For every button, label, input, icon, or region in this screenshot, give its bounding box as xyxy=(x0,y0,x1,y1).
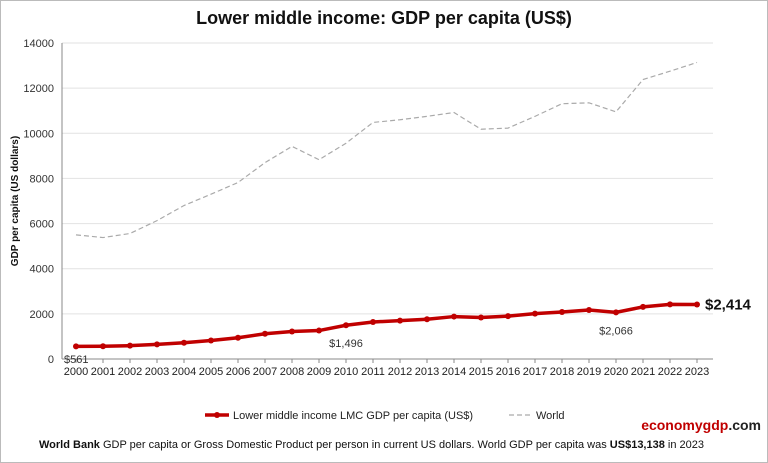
data-point-lmc xyxy=(289,328,295,335)
data-point-lmc xyxy=(559,309,565,316)
data-point-lmc xyxy=(694,301,700,308)
footer-world-value: US$13,138 xyxy=(609,439,665,451)
data-point-lmc xyxy=(451,313,457,320)
data-point-lmc xyxy=(478,314,484,321)
brand-logo: economygdp.com xyxy=(641,417,761,433)
x-tick-label: 2010 xyxy=(334,366,358,378)
data-point-lmc xyxy=(127,342,133,349)
x-tick-label: 2022 xyxy=(658,366,682,378)
data-point-lmc xyxy=(532,310,538,317)
data-label: $2,066 xyxy=(599,325,633,337)
legend-label-lmc: Lower middle income LMC GDP per capita (… xyxy=(233,410,473,422)
y-tick-label: 6000 xyxy=(30,219,54,231)
data-point-lmc xyxy=(370,318,376,325)
x-tick-label: 2001 xyxy=(91,366,115,378)
data-point-lmc xyxy=(100,343,106,350)
data-point-lmc xyxy=(208,337,214,344)
data-point-lmc xyxy=(262,330,268,337)
brand-part1: economygdp xyxy=(641,417,729,433)
x-tick-label: 2023 xyxy=(685,366,709,378)
x-tick-label: 2018 xyxy=(550,366,574,378)
y-tick-label: 2000 xyxy=(30,309,54,321)
data-point-lmc xyxy=(397,317,403,324)
x-tick-label: 2003 xyxy=(145,366,169,378)
y-tick-label: 4000 xyxy=(30,264,54,276)
y-axis-title: GDP per capita (US dollars) xyxy=(10,136,21,266)
data-point-lmc xyxy=(73,343,79,350)
x-tick-label: 2019 xyxy=(577,366,601,378)
chart-title: Lower middle income: GDP per capita (US$… xyxy=(196,8,572,28)
data-point-lmc xyxy=(505,313,511,320)
data-point-lmc xyxy=(613,309,619,316)
footer-source: World Bank xyxy=(39,439,100,451)
x-tick-label: 2011 xyxy=(361,366,385,378)
data-point-lmc xyxy=(424,316,430,323)
x-tick-label: 2021 xyxy=(631,366,655,378)
data-point-lmc xyxy=(640,303,646,310)
x-tick-label: 2016 xyxy=(496,366,520,378)
data-point-lmc xyxy=(181,339,187,346)
y-tick-label: 0 xyxy=(48,354,54,366)
x-tick-label: 2020 xyxy=(604,366,628,378)
y-tick-label: 10000 xyxy=(23,128,54,140)
footer-text: GDP per capita or Gross Domestic Product… xyxy=(99,439,610,451)
x-tick-label: 2017 xyxy=(523,366,547,378)
footer-note: World Bank GDP per capita or Gross Domes… xyxy=(39,439,704,451)
data-point-lmc xyxy=(343,322,349,329)
x-tick-label: 2002 xyxy=(118,366,142,378)
x-tick-label: 2009 xyxy=(307,366,331,378)
data-point-lmc xyxy=(586,307,592,314)
y-tick-label: 12000 xyxy=(23,83,54,95)
x-tick-label: 2006 xyxy=(226,366,250,378)
legend-label-world: World xyxy=(536,410,565,422)
x-tick-label: 2000 xyxy=(64,366,88,378)
x-tick-label: 2012 xyxy=(388,366,412,378)
x-tick-label: 2013 xyxy=(415,366,439,378)
footer-year: in 2023 xyxy=(664,439,704,451)
x-tick-label: 2007 xyxy=(253,366,277,378)
x-tick-label: 2008 xyxy=(280,366,304,378)
y-tick-label: 14000 xyxy=(23,38,54,50)
data-point-lmc xyxy=(667,301,673,308)
data-label: $561 xyxy=(64,354,88,366)
data-label: $1,496 xyxy=(329,338,363,350)
x-tick-label: 2005 xyxy=(199,366,223,378)
data-label: $2,414 xyxy=(705,297,752,314)
data-point-lmc xyxy=(316,327,322,334)
legend-marker-lmc xyxy=(214,412,220,418)
x-tick-label: 2004 xyxy=(172,366,196,378)
data-point-lmc xyxy=(154,341,160,348)
x-tick-label: 2014 xyxy=(442,366,466,378)
series-line-lmc xyxy=(75,302,698,349)
data-point-lmc xyxy=(235,334,241,341)
series-line-world xyxy=(75,61,698,239)
brand-part2: .com xyxy=(728,417,761,433)
y-tick-label: 8000 xyxy=(30,173,54,185)
x-tick-label: 2015 xyxy=(469,366,493,378)
